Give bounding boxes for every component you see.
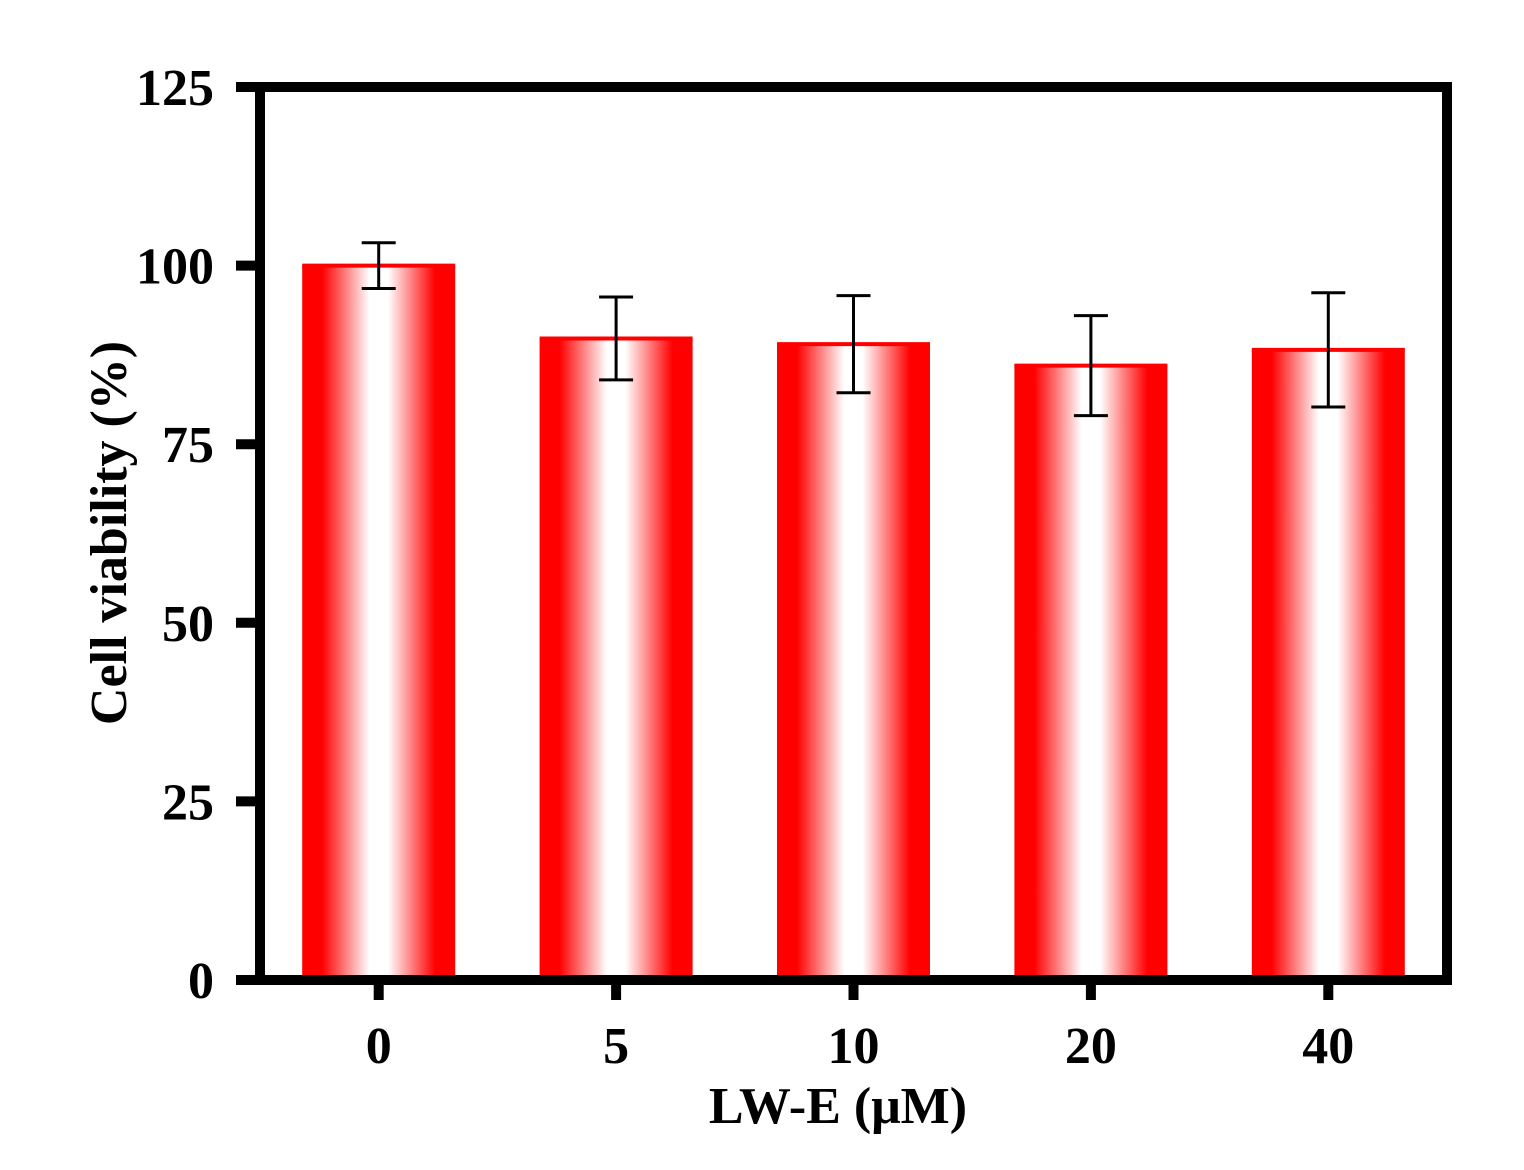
y-tick-label-125: 125 bbox=[136, 60, 214, 117]
bar-0 bbox=[302, 265, 456, 981]
y-tick-label-75: 75 bbox=[162, 417, 214, 474]
y-axis: 0 25 50 75 100 125 bbox=[136, 60, 260, 1010]
error-bars-layer bbox=[361, 241, 1346, 418]
x-tick-label-0: 0 bbox=[366, 1018, 392, 1075]
error-bar-0 bbox=[361, 241, 396, 290]
x-tick-label-10: 10 bbox=[828, 1018, 880, 1075]
x-tick-label-40: 40 bbox=[1302, 1018, 1354, 1075]
bar-10 bbox=[777, 344, 930, 981]
x-axis: 0 5 10 20 40 bbox=[366, 980, 1354, 1075]
y-tick-label-100: 100 bbox=[136, 239, 214, 296]
bars-layer bbox=[302, 263, 1405, 981]
x-axis-title: LW-E (μM) bbox=[709, 1078, 967, 1135]
bar-40 bbox=[1251, 349, 1405, 981]
error-bar-5 bbox=[599, 295, 634, 382]
x-tick-label-20: 20 bbox=[1065, 1018, 1117, 1075]
y-tick-label-50: 50 bbox=[162, 596, 214, 653]
y-tick-label-25: 25 bbox=[162, 774, 214, 831]
error-bar-40 bbox=[1311, 291, 1346, 409]
bar-20 bbox=[1014, 365, 1168, 981]
y-tick-label-0: 0 bbox=[188, 953, 214, 1010]
y-axis-title: Cell viability (%) bbox=[81, 341, 138, 725]
x-tick-label-5: 5 bbox=[603, 1018, 629, 1075]
bar-5 bbox=[539, 338, 693, 980]
error-bar-20 bbox=[1073, 314, 1108, 418]
error-bar-10 bbox=[836, 294, 871, 395]
